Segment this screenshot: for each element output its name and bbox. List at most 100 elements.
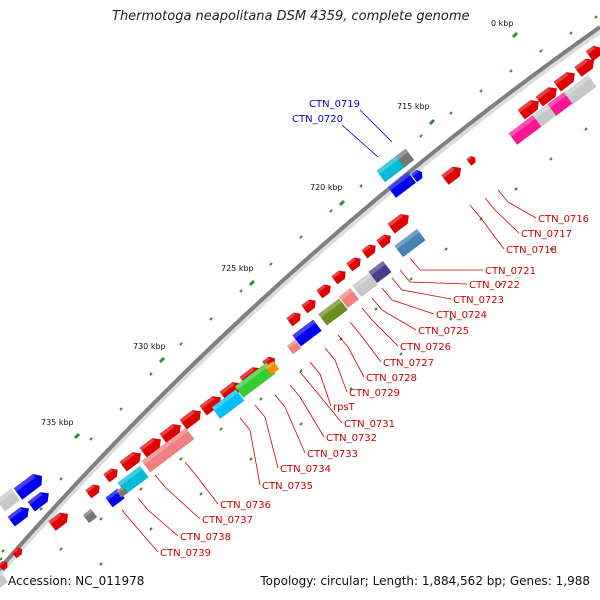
gene-17 <box>361 244 376 259</box>
gene-shine-29 <box>286 339 297 349</box>
gene-body-47 <box>48 512 69 532</box>
tick-r1-2 <box>89 437 93 441</box>
gene-shine-52 <box>0 488 14 504</box>
gene-body-22 <box>286 312 301 327</box>
red-gene-label-13: CTN_0731 <box>344 419 395 430</box>
gene-3 <box>574 58 595 78</box>
tick-r1-5 <box>179 342 183 346</box>
red-leader-1 <box>484 197 520 234</box>
gene-features <box>0 45 600 589</box>
red-leader-9 <box>349 321 382 363</box>
gene-body-3 <box>574 58 595 78</box>
tick-r2-4 <box>219 427 223 431</box>
gene-body-41 <box>264 360 280 376</box>
gene-shine-35 <box>159 424 175 437</box>
tick-r2-5 <box>259 397 263 401</box>
gene-body-2 <box>553 71 576 92</box>
red-leader-19 <box>154 474 201 520</box>
gene-1 <box>535 86 558 107</box>
major-tick-2 <box>338 199 346 207</box>
gene-shine-8 <box>547 92 567 108</box>
gene-35 <box>159 423 182 444</box>
tick-r2-6 <box>299 369 303 373</box>
gene-body-12 <box>410 169 423 183</box>
gene-body-46 <box>116 486 128 498</box>
scale-label-1: 715 kbp <box>397 102 430 111</box>
gene-shine-37 <box>119 452 135 465</box>
gene-body-52 <box>0 488 20 512</box>
gene-shine-34 <box>179 410 195 423</box>
gene-body-13 <box>441 166 462 186</box>
red-leader-3 <box>409 257 483 271</box>
gene-48 <box>82 508 98 524</box>
tick-r2-9 <box>409 277 413 281</box>
scale-label-4: 730 kbp <box>133 342 166 351</box>
gene-body-50 <box>27 491 50 512</box>
gene-55 <box>0 571 8 589</box>
gene-body-1 <box>535 86 558 107</box>
gene-body-43 <box>141 427 195 473</box>
topology-label: Topology: circular; Length: 1,884,562 bp… <box>260 574 590 588</box>
tick-r3-8 <box>499 282 503 286</box>
red-gene-label-6: CTN_0724 <box>436 310 487 321</box>
blue-gene-label-1: CTN_0720 <box>292 114 343 125</box>
tick-r1-0 <box>39 507 43 511</box>
red-leader-5 <box>391 277 452 300</box>
gene-26 <box>338 287 360 309</box>
gene-4 <box>585 45 600 62</box>
gene-0 <box>517 99 540 120</box>
red-leader-16 <box>254 404 279 469</box>
gene-body-40 <box>234 362 276 398</box>
red-gene-label-19: CTN_0737 <box>202 515 253 526</box>
gene-10 <box>395 148 415 168</box>
gene-shine-27 <box>318 298 342 318</box>
tick-r1-6 <box>209 317 213 321</box>
tick-r1-19 <box>594 15 598 19</box>
gene-shine-40 <box>234 362 270 390</box>
red-gene-label-10: CTN_0728 <box>366 373 417 384</box>
gene-24 <box>368 260 392 284</box>
gene-shine-18 <box>346 257 356 266</box>
gene-shine-21 <box>301 299 311 308</box>
tick-r1-1 <box>59 477 63 481</box>
red-leader-10 <box>337 334 365 378</box>
red-gene-label-4: CTN_0722 <box>469 280 520 291</box>
gene-body-27 <box>318 298 348 326</box>
gene-19 <box>331 270 346 285</box>
gene-25 <box>352 273 378 297</box>
red-gene-label-7: CTN_0725 <box>418 326 469 337</box>
gene-14 <box>466 155 476 166</box>
tick-r3-2 <box>199 492 203 496</box>
gene-23 <box>394 228 426 258</box>
scale-label-3: 725 kbp <box>221 264 254 273</box>
gene-shine-54 <box>0 561 5 567</box>
major-tick-3 <box>248 279 256 287</box>
gene-body-53 <box>11 547 23 559</box>
tick-r3-5 <box>349 387 353 391</box>
gene-2 <box>553 71 576 92</box>
red-gene-label-21: CTN_0739 <box>160 548 211 559</box>
red-leader-20 <box>137 497 179 537</box>
gene-body-38 <box>103 468 118 483</box>
red-leader-17 <box>239 417 261 486</box>
gene-38 <box>103 468 118 483</box>
gene-shine-51 <box>7 507 23 520</box>
red-leader-21 <box>121 509 159 553</box>
tick-r0-1 <box>1 549 5 553</box>
gene-shine-36 <box>139 438 155 451</box>
tick-r1-4 <box>149 372 153 376</box>
gene-shine-19 <box>331 270 341 279</box>
gene-body-51 <box>7 506 30 527</box>
tick-r2-3 <box>179 457 183 461</box>
tick-r2-1 <box>99 517 103 521</box>
gene-body-20 <box>316 284 331 299</box>
gene-shine-38 <box>103 468 113 477</box>
gene-body-7 <box>508 115 542 145</box>
tick-r3-1 <box>149 527 153 531</box>
gene-body-24 <box>368 260 392 284</box>
gene-shine-33 <box>199 396 215 409</box>
gene-9 <box>376 153 408 183</box>
red-gene-label-0: CTN_0716 <box>538 214 589 225</box>
red-leader-14 <box>289 384 325 438</box>
